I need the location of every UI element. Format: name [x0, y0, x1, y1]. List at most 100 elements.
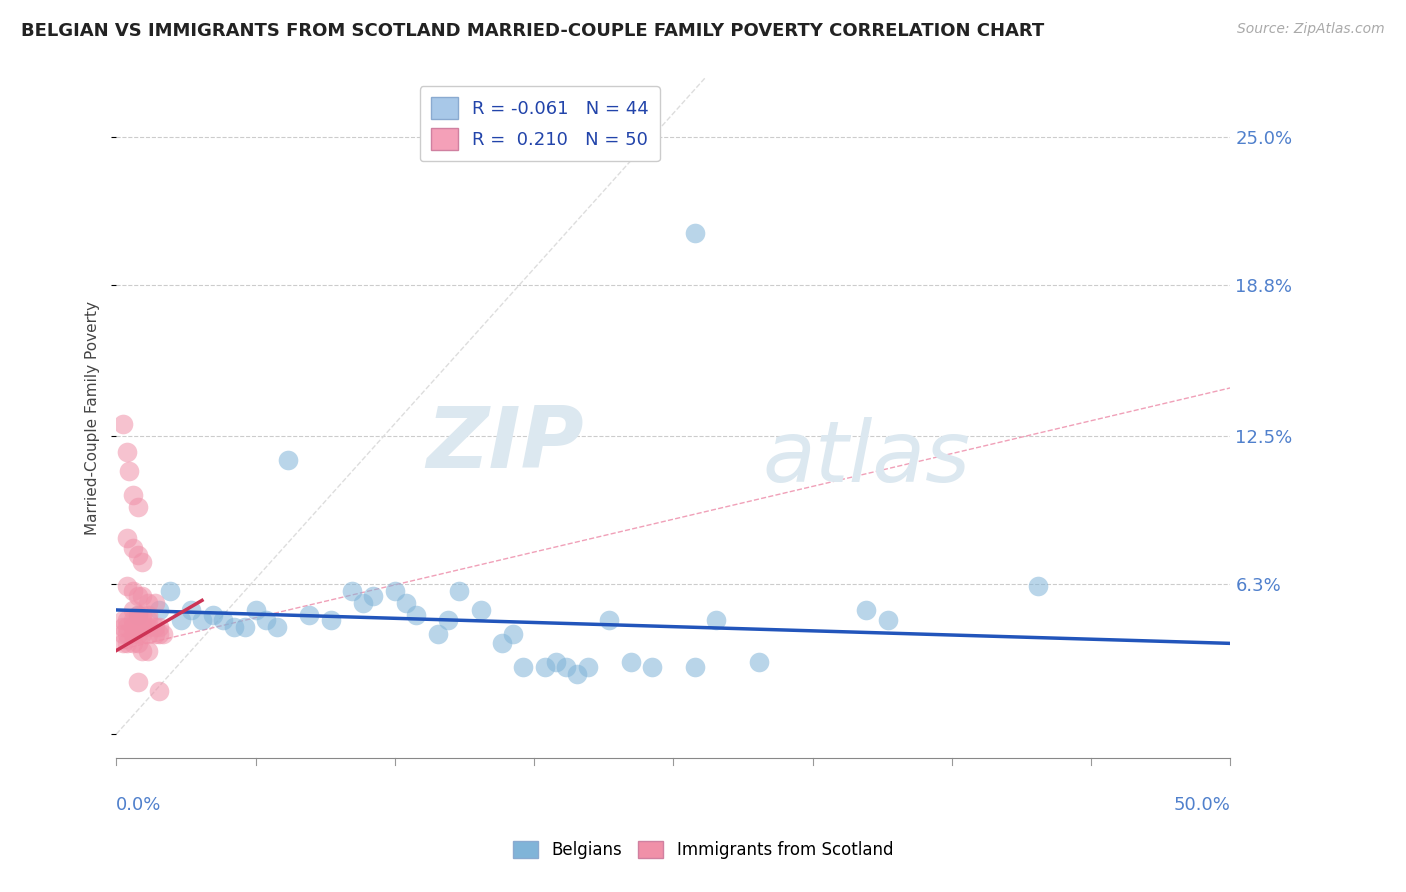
- Legend: Belgians, Immigrants from Scotland: Belgians, Immigrants from Scotland: [506, 834, 900, 866]
- Point: [565, 667, 588, 681]
- Point: [122, 613, 145, 627]
- Point: [122, 636, 145, 650]
- Point: [876, 613, 898, 627]
- Point: [122, 620, 145, 634]
- Point: [212, 613, 235, 627]
- Point: [855, 603, 877, 617]
- Point: [512, 660, 534, 674]
- Point: [131, 555, 153, 569]
- Point: [340, 583, 363, 598]
- Point: [245, 603, 267, 617]
- Point: [704, 613, 727, 627]
- Point: [115, 620, 138, 634]
- Point: [180, 603, 202, 617]
- Point: [143, 596, 166, 610]
- Point: [115, 636, 138, 650]
- Point: [683, 226, 706, 240]
- Point: [233, 620, 256, 634]
- Point: [138, 613, 160, 627]
- Point: [224, 620, 246, 634]
- Point: [254, 613, 277, 627]
- Point: [138, 607, 160, 622]
- Point: [127, 627, 149, 641]
- Text: Source: ZipAtlas.com: Source: ZipAtlas.com: [1237, 22, 1385, 37]
- Point: [394, 596, 416, 610]
- Text: ZIP: ZIP: [426, 403, 585, 486]
- Point: [138, 627, 160, 641]
- Point: [138, 643, 160, 657]
- Point: [683, 660, 706, 674]
- Point: [115, 613, 138, 627]
- Point: [122, 488, 145, 502]
- Text: 0.0%: 0.0%: [117, 797, 162, 814]
- Point: [201, 607, 224, 622]
- Legend: R = -0.061   N = 44, R =  0.210   N = 50: R = -0.061 N = 44, R = 0.210 N = 50: [420, 87, 659, 161]
- Point: [169, 613, 191, 627]
- Text: 50.0%: 50.0%: [1174, 797, 1230, 814]
- Point: [641, 660, 664, 674]
- Point: [437, 613, 460, 627]
- Point: [143, 620, 166, 634]
- Point: [1026, 579, 1049, 593]
- Point: [363, 589, 385, 603]
- Point: [131, 613, 153, 627]
- Point: [131, 627, 153, 641]
- Point: [405, 607, 427, 622]
- Point: [115, 531, 138, 545]
- Point: [127, 636, 149, 650]
- Point: [131, 643, 153, 657]
- Point: [122, 583, 145, 598]
- Point: [491, 636, 513, 650]
- Point: [748, 656, 770, 670]
- Point: [115, 627, 138, 641]
- Point: [352, 596, 374, 610]
- Point: [148, 603, 170, 617]
- Point: [298, 607, 321, 622]
- Point: [122, 627, 145, 641]
- Point: [319, 613, 342, 627]
- Point: [131, 620, 153, 634]
- Point: [191, 613, 214, 627]
- Point: [115, 445, 138, 459]
- Point: [533, 660, 555, 674]
- Point: [127, 613, 149, 627]
- Point: [138, 596, 160, 610]
- Point: [127, 607, 149, 622]
- Point: [148, 684, 170, 698]
- Point: [111, 627, 134, 641]
- Point: [122, 603, 145, 617]
- Point: [127, 500, 149, 515]
- Point: [111, 620, 134, 634]
- Point: [619, 656, 641, 670]
- Point: [576, 660, 599, 674]
- Point: [159, 583, 181, 598]
- Point: [266, 620, 288, 634]
- Point: [555, 660, 578, 674]
- Point: [127, 674, 149, 689]
- Point: [138, 620, 160, 634]
- Point: [426, 627, 449, 641]
- Point: [127, 548, 149, 562]
- Point: [143, 627, 166, 641]
- Point: [277, 452, 299, 467]
- Point: [127, 607, 149, 622]
- Point: [148, 627, 170, 641]
- Point: [598, 613, 620, 627]
- Point: [502, 627, 524, 641]
- Point: [148, 620, 170, 634]
- Point: [449, 583, 471, 598]
- Y-axis label: Married-Couple Family Poverty: Married-Couple Family Poverty: [86, 301, 100, 534]
- Text: atlas: atlas: [762, 417, 970, 500]
- Point: [111, 636, 134, 650]
- Point: [470, 603, 492, 617]
- Point: [111, 613, 134, 627]
- Point: [115, 579, 138, 593]
- Point: [131, 589, 153, 603]
- Point: [131, 607, 153, 622]
- Point: [122, 541, 145, 555]
- Point: [127, 620, 149, 634]
- Point: [111, 417, 134, 431]
- Point: [384, 583, 406, 598]
- Point: [127, 589, 149, 603]
- Point: [118, 465, 141, 479]
